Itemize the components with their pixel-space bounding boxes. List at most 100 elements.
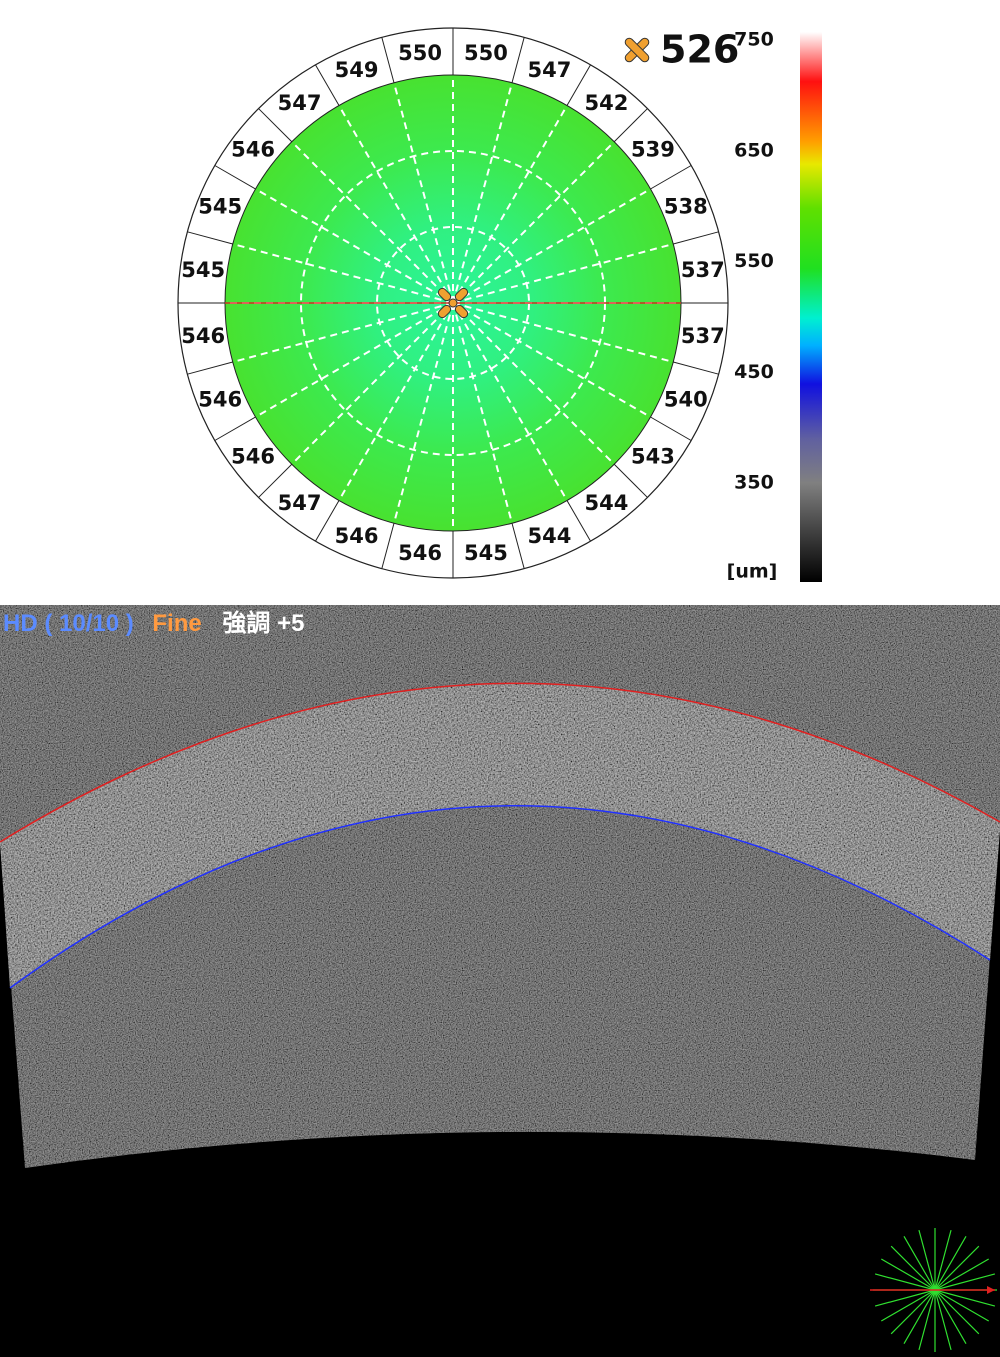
colorbar-tick-label: 650 (734, 139, 774, 161)
sector-divider (315, 500, 340, 542)
spoke (452, 82, 513, 304)
center-value: 526 (660, 28, 739, 72)
sector-divider (258, 463, 293, 498)
star-ray (918, 1229, 936, 1291)
sector-value: 546 (398, 541, 442, 565)
star-ray (934, 1245, 980, 1291)
spoke (452, 105, 568, 304)
sector-divider (613, 108, 648, 143)
sector-value: 543 (631, 444, 675, 468)
star-ray (934, 1289, 967, 1344)
star-ray (874, 1273, 936, 1291)
spoke (393, 302, 454, 524)
star-ray (874, 1289, 936, 1307)
colorbar-tick-label: 750 (734, 29, 774, 51)
sector-value: 545 (464, 541, 508, 565)
center-icon (624, 37, 650, 63)
spoke (452, 302, 651, 418)
star-ray (934, 1229, 952, 1291)
sector-divider (673, 231, 719, 245)
anterior-boundary (0, 682, 1000, 843)
star-ray (881, 1289, 936, 1322)
spoke (291, 141, 454, 304)
colorbar-tick-label: 450 (734, 361, 774, 383)
sector-divider (613, 463, 648, 498)
colorbar-tick-label: 550 (734, 250, 774, 272)
star-ray (890, 1289, 936, 1335)
scan-direction-icon (873, 1228, 997, 1352)
sector-value: 547 (278, 91, 322, 115)
spoke (452, 302, 674, 363)
sector-value: 547 (278, 491, 322, 515)
star-ray (934, 1289, 996, 1307)
sector-value: 540 (664, 387, 708, 411)
sector-value: 547 (528, 58, 572, 82)
colorbar (800, 32, 822, 582)
sector-value: 546 (231, 138, 275, 162)
colorbar-tick-label: 350 (734, 472, 774, 494)
spoke (452, 302, 615, 465)
sector-value: 537 (681, 258, 725, 282)
center-marker (437, 287, 469, 319)
spoke (255, 188, 454, 304)
sector-value: 537 (681, 324, 725, 348)
sector-value: 545 (198, 195, 242, 219)
spoke (452, 302, 568, 501)
sector-divider (214, 416, 256, 441)
sector-value: 546 (198, 387, 242, 411)
spoke (232, 243, 454, 304)
scan-mode: HD ( 10/10 ) (3, 610, 134, 637)
sector-value: 546 (181, 324, 225, 348)
spoke (452, 141, 615, 304)
colorbar-ticks: 750 650 550 450 350 (734, 29, 774, 494)
spoke (291, 302, 454, 465)
sector-divider (511, 37, 525, 83)
sector-value: 542 (584, 91, 628, 115)
sector-divider (650, 165, 692, 190)
sector-value: 545 (181, 258, 225, 282)
sector-divider (381, 37, 395, 83)
sector-divider (650, 416, 692, 441)
star-ray (934, 1273, 996, 1291)
sector-divider (566, 64, 591, 106)
sector-value: 550 (464, 41, 508, 65)
sector-value: 549 (335, 58, 379, 82)
sector-divider (381, 523, 395, 569)
spoke (452, 188, 651, 304)
scan-header: HD ( 10/10 ) Fine 強調 +5 (3, 609, 304, 637)
spoke (232, 302, 454, 363)
star-ray (934, 1289, 989, 1322)
star-ray (903, 1236, 936, 1291)
scan-enhance: 強調 +5 (222, 609, 304, 637)
sector-divider (258, 108, 293, 143)
sector-divider (187, 361, 233, 375)
sector-value: 544 (528, 524, 572, 548)
star-ray (934, 1289, 952, 1351)
star-ray (903, 1289, 936, 1344)
star-ray (934, 1289, 980, 1335)
star-ray (890, 1245, 936, 1291)
sector-value: 550 (398, 41, 442, 65)
sector-divider (566, 500, 591, 542)
sector-divider (511, 523, 525, 569)
spoke (338, 302, 454, 501)
star-ray (881, 1258, 936, 1291)
colorbar-unit: [um] (727, 561, 778, 583)
spoke (452, 302, 513, 524)
sector-value: 546 (231, 444, 275, 468)
spoke (452, 243, 674, 304)
sector-divider (315, 64, 340, 106)
sector-value: 544 (584, 491, 628, 515)
sector-divider (673, 361, 719, 375)
sector-value: 546 (335, 524, 379, 548)
sector-divider (214, 165, 256, 190)
sector-labels: 5505475425395385375375405435445445455465… (181, 41, 725, 565)
sector-value: 539 (631, 138, 675, 162)
spoke (393, 82, 454, 304)
scan-quality: Fine (152, 610, 201, 637)
posterior-boundary (9, 805, 991, 989)
spoke (255, 302, 454, 418)
spoke (338, 105, 454, 304)
sector-divider (187, 231, 233, 245)
